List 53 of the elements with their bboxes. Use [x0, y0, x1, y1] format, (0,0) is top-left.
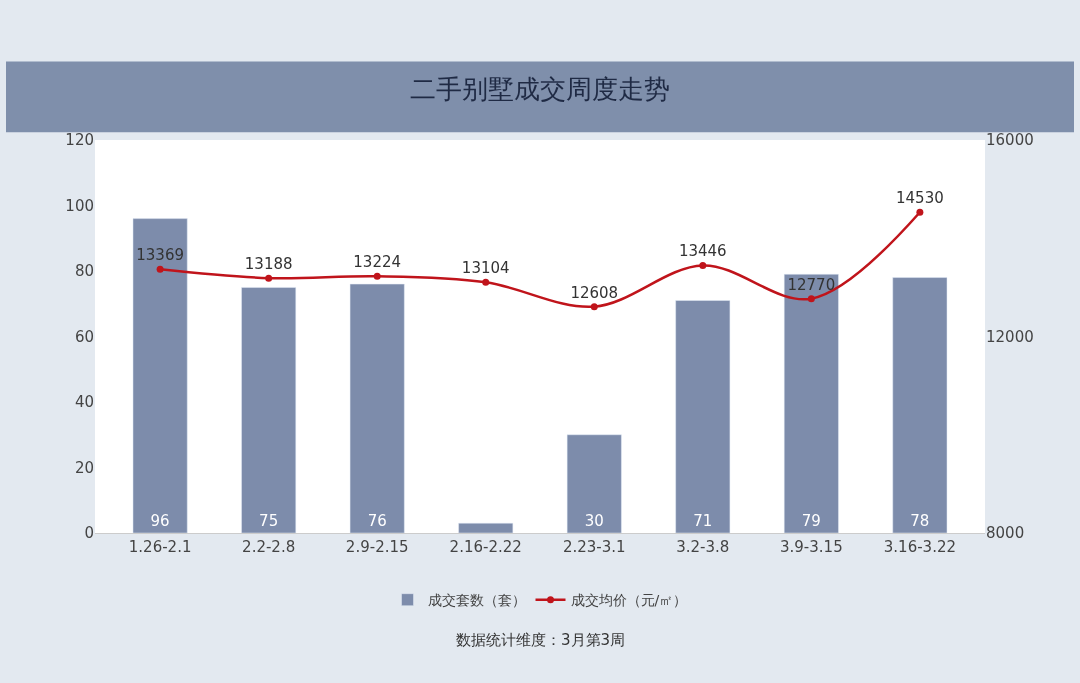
point [482, 278, 490, 286]
y-tick-label: 60 [74, 327, 94, 346]
x-tick-label: 3.9-3.15 [780, 538, 843, 556]
bar [892, 277, 948, 533]
x-tick-label: 2.16-2.22 [449, 538, 522, 556]
y-tick-label: 20 [74, 458, 94, 477]
data-label: 13224 [353, 253, 402, 272]
y-tick-label: 40 [74, 393, 94, 412]
x-tick-label: 2.9-2.15 [345, 538, 409, 556]
data-label: 30 [584, 512, 604, 530]
data-label: 14530 [896, 189, 944, 208]
data-label: 12608 [570, 283, 619, 302]
data-label: 13446 [678, 242, 727, 261]
point [373, 272, 381, 280]
bar [241, 287, 297, 533]
y-tick-label: 100 [65, 196, 94, 215]
data-label: 79 [801, 512, 821, 530]
y-tick-label: 120 [65, 131, 94, 150]
bar [349, 283, 405, 533]
legend-label: 成交套数（套） [427, 592, 526, 609]
bar [458, 522, 514, 533]
data-label: 76 [367, 512, 387, 530]
data-label: 13188 [244, 255, 293, 274]
y2-tick-label: 16000 [986, 131, 1034, 150]
x-tick-label: 1.26-2.1 [128, 538, 192, 556]
point [807, 295, 815, 303]
data-label: 13104 [461, 259, 510, 278]
data-label: 78 [910, 512, 930, 530]
y-tick-label: 80 [74, 262, 94, 281]
bar [675, 300, 731, 533]
x-tick-label: 2.23-3.1 [562, 538, 626, 556]
y2-tick-label: 12000 [986, 327, 1034, 346]
point [699, 261, 707, 269]
text: 数据统计维度：3月第3周 [456, 631, 626, 649]
x-tick-label: 3.16-3.22 [883, 538, 956, 556]
point [156, 265, 164, 273]
legend-label: 成交均价（元/㎡） [570, 592, 688, 609]
y2-tick-label: 8000 [986, 524, 1025, 543]
data-label: 12770 [787, 275, 836, 294]
y-tick-label: 0 [84, 524, 94, 543]
data-label: 96 [150, 512, 170, 530]
x-tick-label: 2.2-2.8 [242, 538, 296, 556]
point [916, 208, 924, 216]
chart-title: 二手别墅成交周度走势 [410, 73, 670, 104]
x-tick-label: 3.2-3.8 [676, 538, 730, 556]
bar [783, 274, 839, 533]
bar [566, 434, 622, 533]
point [265, 274, 273, 282]
data-label: 71 [693, 512, 713, 530]
data-label: 75 [259, 512, 279, 530]
bar [132, 218, 188, 533]
point [590, 303, 598, 311]
data-label: 13369 [136, 246, 184, 265]
